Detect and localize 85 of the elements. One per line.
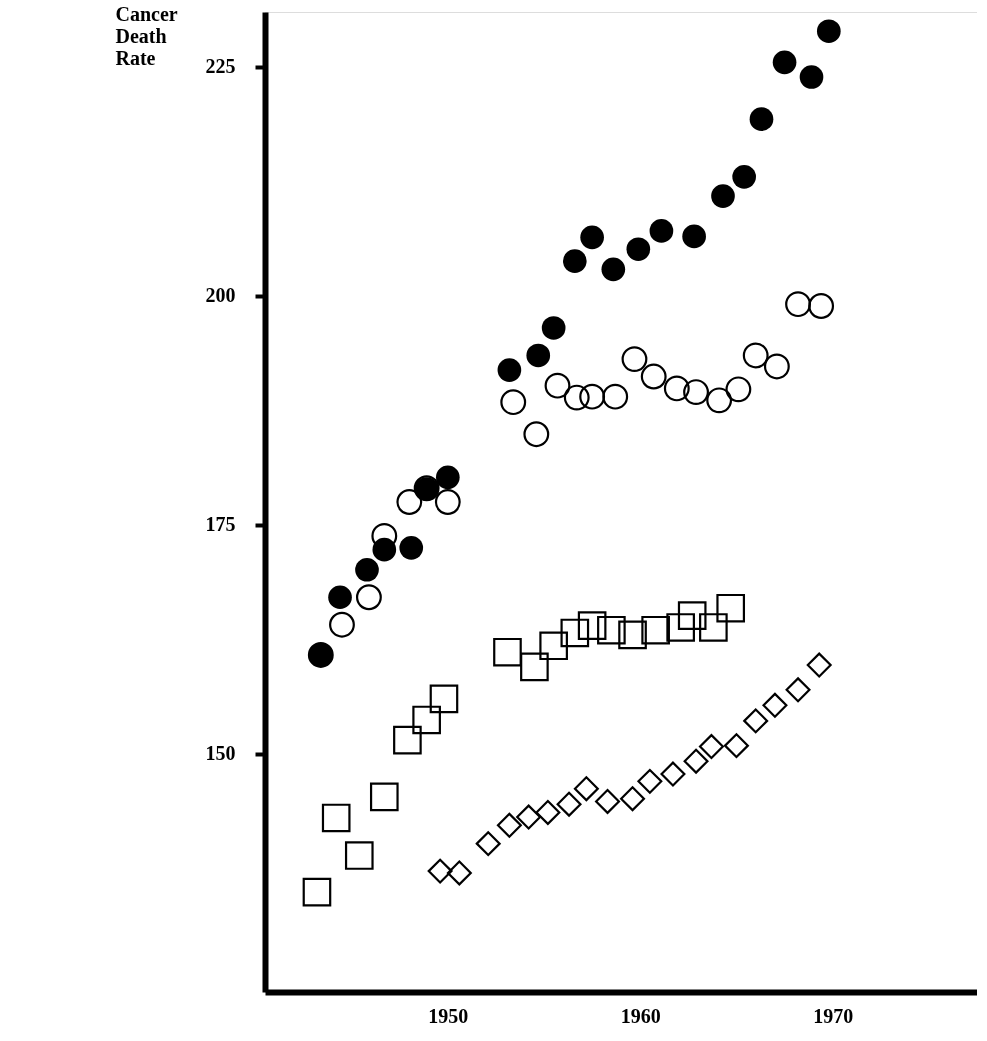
point bbox=[560, 618, 590, 648]
point bbox=[799, 65, 824, 89]
point bbox=[660, 761, 686, 787]
point bbox=[762, 692, 788, 718]
point bbox=[597, 615, 626, 645]
point bbox=[640, 363, 667, 390]
x-tick-label: 1960 bbox=[620, 1004, 661, 1027]
point bbox=[677, 601, 707, 630]
point bbox=[683, 379, 709, 405]
point bbox=[434, 489, 461, 515]
point bbox=[429, 684, 459, 714]
point bbox=[698, 734, 724, 760]
y-axis-title: Cancer Death Rate bbox=[115, 2, 178, 69]
point bbox=[723, 733, 749, 759]
y-tick-label: 175 bbox=[205, 513, 236, 536]
point bbox=[601, 257, 626, 282]
point bbox=[446, 860, 472, 886]
point bbox=[355, 584, 382, 611]
point bbox=[626, 237, 651, 262]
point bbox=[393, 725, 422, 755]
point bbox=[595, 788, 621, 814]
y-tick-label: 200 bbox=[205, 284, 236, 307]
point bbox=[535, 799, 561, 825]
point bbox=[544, 372, 571, 399]
point bbox=[785, 677, 811, 703]
point bbox=[475, 831, 501, 857]
point bbox=[618, 620, 647, 650]
point bbox=[621, 346, 648, 373]
point bbox=[732, 165, 756, 189]
point bbox=[806, 652, 832, 678]
point bbox=[562, 249, 587, 273]
point bbox=[344, 841, 374, 870]
point bbox=[520, 652, 549, 682]
point bbox=[497, 358, 522, 382]
point bbox=[355, 557, 379, 582]
point bbox=[399, 535, 424, 560]
point bbox=[711, 184, 735, 208]
point bbox=[666, 613, 695, 642]
point bbox=[573, 776, 599, 802]
point bbox=[743, 708, 769, 734]
point bbox=[500, 389, 527, 416]
x-tick-label: 1970 bbox=[813, 1004, 854, 1027]
point bbox=[579, 383, 606, 410]
point bbox=[523, 421, 550, 448]
point bbox=[683, 748, 709, 774]
point bbox=[706, 387, 733, 414]
point bbox=[302, 877, 332, 907]
point bbox=[563, 384, 590, 411]
point bbox=[541, 316, 566, 340]
point bbox=[577, 611, 607, 640]
point bbox=[620, 786, 646, 812]
y-tick-label: 225 bbox=[205, 55, 236, 78]
point bbox=[539, 631, 568, 661]
point bbox=[329, 611, 355, 638]
point bbox=[742, 342, 769, 369]
point bbox=[682, 224, 706, 249]
point bbox=[516, 804, 542, 830]
point bbox=[328, 585, 352, 610]
point bbox=[808, 293, 835, 319]
point bbox=[785, 291, 811, 318]
point bbox=[435, 465, 460, 490]
point bbox=[369, 782, 399, 812]
point bbox=[556, 791, 582, 817]
point bbox=[637, 768, 663, 794]
point bbox=[580, 225, 604, 250]
point bbox=[817, 19, 841, 44]
point bbox=[663, 375, 690, 402]
point bbox=[699, 613, 728, 642]
point bbox=[321, 803, 351, 833]
point bbox=[649, 219, 674, 243]
point bbox=[725, 376, 752, 403]
point bbox=[412, 705, 441, 735]
point bbox=[641, 615, 670, 645]
point bbox=[396, 489, 423, 515]
x-tick-label: 1950 bbox=[428, 1004, 469, 1027]
y-tick-label: 150 bbox=[205, 742, 236, 765]
point bbox=[602, 383, 629, 410]
point bbox=[763, 353, 790, 380]
point bbox=[496, 812, 522, 838]
point bbox=[427, 858, 453, 884]
point bbox=[526, 343, 551, 368]
point bbox=[749, 107, 774, 131]
point bbox=[772, 50, 797, 75]
point bbox=[493, 637, 522, 667]
point bbox=[716, 593, 746, 623]
